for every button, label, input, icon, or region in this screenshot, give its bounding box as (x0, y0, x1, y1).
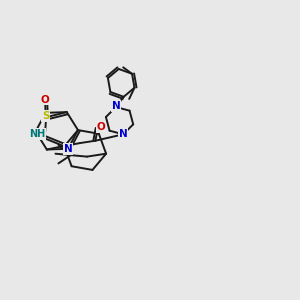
Text: N: N (64, 144, 72, 154)
Text: N: N (119, 129, 128, 139)
Text: O: O (41, 94, 50, 105)
Text: S: S (42, 111, 49, 121)
Text: O: O (96, 122, 105, 132)
Text: NH: NH (29, 129, 45, 139)
Text: N: N (112, 101, 120, 111)
